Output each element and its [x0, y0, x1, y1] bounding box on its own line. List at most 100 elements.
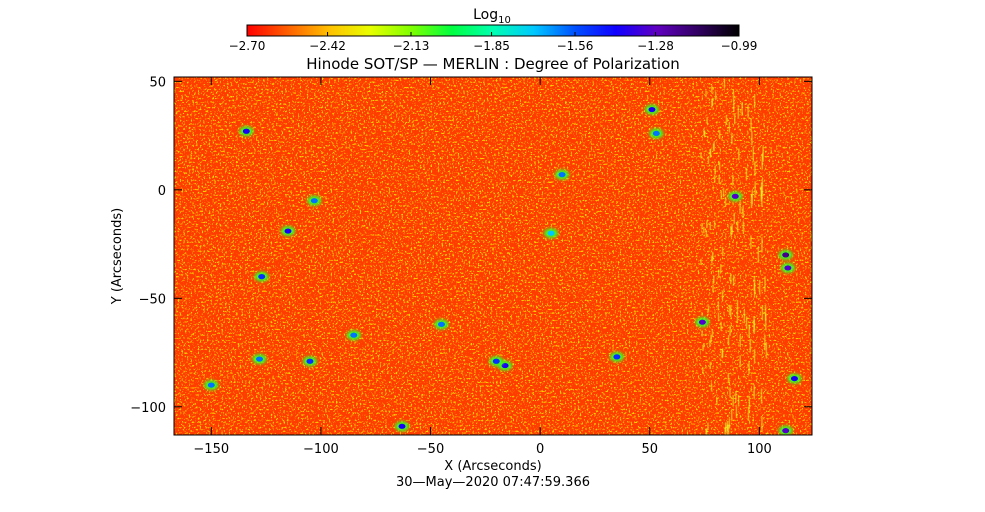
band-streak	[732, 274, 735, 286]
band-streak	[760, 388, 763, 404]
band-streak	[735, 406, 738, 418]
band-streak	[747, 104, 749, 118]
band-streak	[731, 133, 733, 144]
band-streak	[710, 383, 713, 392]
x-tick-label: −100	[303, 442, 339, 457]
plage-core	[784, 265, 792, 271]
colorbar-tick-label: −1.28	[637, 39, 674, 53]
band-streak	[721, 246, 724, 257]
band-streak	[707, 156, 710, 164]
x-tick-label: −150	[193, 442, 229, 457]
band-streak	[748, 395, 751, 410]
band-streak	[721, 290, 724, 300]
plage-core	[492, 358, 500, 364]
plage-core	[731, 193, 739, 199]
band-streak	[703, 129, 705, 136]
plage-core	[698, 319, 706, 325]
band-streak	[761, 178, 764, 195]
band-streak	[703, 226, 705, 234]
band-streak	[753, 384, 756, 399]
band-streak	[709, 222, 712, 231]
band-streak	[753, 316, 755, 331]
plage-core	[350, 332, 358, 338]
band-streak	[729, 273, 732, 285]
band-streak	[728, 304, 731, 316]
plage-core	[437, 321, 445, 327]
heatmap-speckle	[174, 77, 812, 435]
band-streak	[735, 391, 737, 403]
band-streak	[764, 334, 766, 351]
band-streak	[717, 312, 720, 322]
plage-core	[648, 106, 656, 113]
band-streak	[714, 165, 716, 174]
band-streak	[748, 324, 750, 338]
plage-core	[256, 356, 264, 362]
band-streak	[716, 396, 718, 406]
band-streak	[765, 432, 768, 435]
band-streak	[725, 114, 728, 125]
band-streak	[757, 247, 760, 263]
band-streak	[730, 409, 733, 421]
band-streak	[711, 255, 713, 264]
colorbar-label: Log10	[473, 7, 511, 26]
x-tick-label: 100	[747, 442, 772, 457]
band-streak	[718, 161, 721, 171]
band-streak	[745, 167, 748, 181]
band-streak	[753, 349, 756, 364]
band-streak	[762, 146, 764, 162]
band-streak	[702, 344, 704, 352]
x-tick-label: −50	[417, 442, 444, 457]
band-streak	[730, 306, 732, 318]
chart-title: Hinode SOT/SP — MERLIN : Degree of Polar…	[306, 55, 680, 73]
band-streak	[706, 221, 708, 229]
band-streak	[749, 338, 752, 353]
band-streak	[761, 304, 764, 321]
band-streak	[724, 197, 727, 207]
band-streak	[739, 355, 741, 368]
band-streak	[753, 283, 756, 298]
band-streak	[732, 174, 734, 186]
band-streak	[754, 161, 756, 176]
colorbar-label-sub: 10	[498, 15, 511, 26]
band-streak	[761, 237, 763, 253]
band-streak	[701, 330, 703, 337]
plot-frame	[173, 76, 813, 436]
x-axis: −150 −100 −50 0 50 100	[193, 77, 772, 457]
band-streak	[722, 187, 725, 198]
band-streak	[705, 90, 707, 98]
plage-core	[258, 274, 266, 280]
band-streak	[729, 387, 731, 398]
band-streak	[761, 416, 763, 432]
bright-band	[700, 78, 768, 441]
plage-features	[204, 104, 802, 435]
colorbar: Log10 −2.70 −2.42 −2.13 −1.85 −1.56 −1.28 −0.9…	[229, 7, 758, 53]
band-streak	[764, 304, 767, 321]
y-tick-label: 50	[149, 75, 166, 90]
timestamp: 30—May—2020 07:47:59.366	[396, 475, 590, 490]
band-streak	[721, 348, 724, 358]
band-streak	[739, 335, 741, 348]
plage-core	[398, 423, 406, 429]
band-streak	[712, 143, 715, 152]
band-streak	[717, 269, 720, 279]
band-streak	[751, 131, 753, 146]
band-streak	[700, 152, 702, 159]
band-streak	[758, 279, 761, 295]
band-streak	[717, 301, 720, 311]
band-streak	[736, 299, 739, 312]
colorbar-tick-label: −2.13	[393, 39, 430, 53]
band-streak	[714, 91, 717, 101]
band-streak	[752, 146, 755, 161]
colorbar-gradient	[246, 24, 740, 37]
band-streak	[732, 395, 734, 407]
plage-core	[284, 228, 292, 234]
band-streak	[711, 98, 714, 107]
band-streak	[737, 107, 740, 119]
band-streak	[738, 148, 740, 161]
band-streak	[702, 367, 704, 374]
band-streak	[720, 190, 723, 200]
plage-core	[242, 128, 250, 134]
band-streak	[711, 251, 714, 260]
colorbar-label-main: Log	[473, 7, 498, 23]
band-streak	[700, 435, 702, 441]
